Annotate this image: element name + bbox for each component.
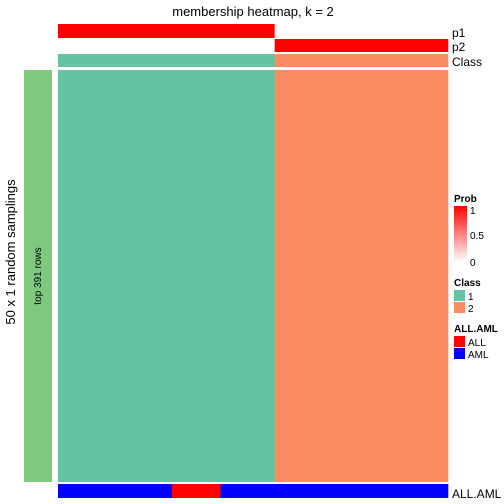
annotation-label-p2: p2	[452, 40, 466, 54]
chart-title: membership heatmap, k = 2	[172, 4, 334, 19]
row-group-bar	[24, 70, 52, 482]
annotation-label-class: Class	[452, 55, 482, 69]
all-aml-segment-1-aml	[58, 484, 173, 498]
heatmap-block-class-1	[58, 70, 275, 482]
all-aml-legend: ALL.AML ALL AML	[454, 324, 498, 361]
class-legend: Class 1 2	[454, 278, 481, 315]
prob-legend-title: Prob	[454, 194, 477, 205]
prob-legend-tick-high: 1	[470, 206, 476, 217]
annotation-p2-segment-1	[58, 39, 275, 52]
class-legend-title: Class	[454, 278, 481, 289]
all-aml-segment-3-aml	[220, 484, 449, 498]
annotation-p1-segment-1	[58, 24, 275, 38]
row-group-label: top 391 rows	[33, 247, 44, 304]
heatmap-block-class-2	[274, 70, 449, 482]
all-aml-legend-label-aml: AML	[468, 350, 489, 361]
all-aml-legend-label-all: ALL	[468, 338, 486, 349]
prob-legend-tick-low: 0	[470, 258, 476, 269]
all-aml-legend-swatch-all	[454, 336, 465, 347]
annotation-p1-segment-2	[274, 24, 449, 38]
bottom-annotation	[58, 484, 449, 498]
all-aml-segment-2-all	[171, 484, 221, 498]
all-aml-legend-swatch-aml	[454, 348, 465, 359]
class-legend-label-1: 1	[468, 292, 474, 303]
prob-legend-gradient	[454, 206, 467, 262]
heatmap-body	[58, 70, 449, 482]
prob-legend-tick-mid: 0.5	[470, 231, 484, 242]
prob-legend: Prob 1 0.5 0	[454, 194, 484, 269]
annotation-class-segment-1	[58, 54, 275, 67]
class-legend-swatch-2	[454, 302, 465, 313]
annotation-p2-segment-2	[274, 39, 449, 52]
annotation-label-p1: p1	[452, 26, 466, 40]
class-legend-swatch-1	[454, 290, 465, 301]
all-aml-legend-title: ALL.AML	[454, 324, 498, 335]
y-axis-label: 50 x 1 random samplings	[3, 179, 18, 325]
annotation-class-segment-2	[274, 54, 449, 67]
bottom-annotation-label: ALL.AML	[452, 487, 502, 501]
class-legend-label-2: 2	[468, 304, 474, 315]
